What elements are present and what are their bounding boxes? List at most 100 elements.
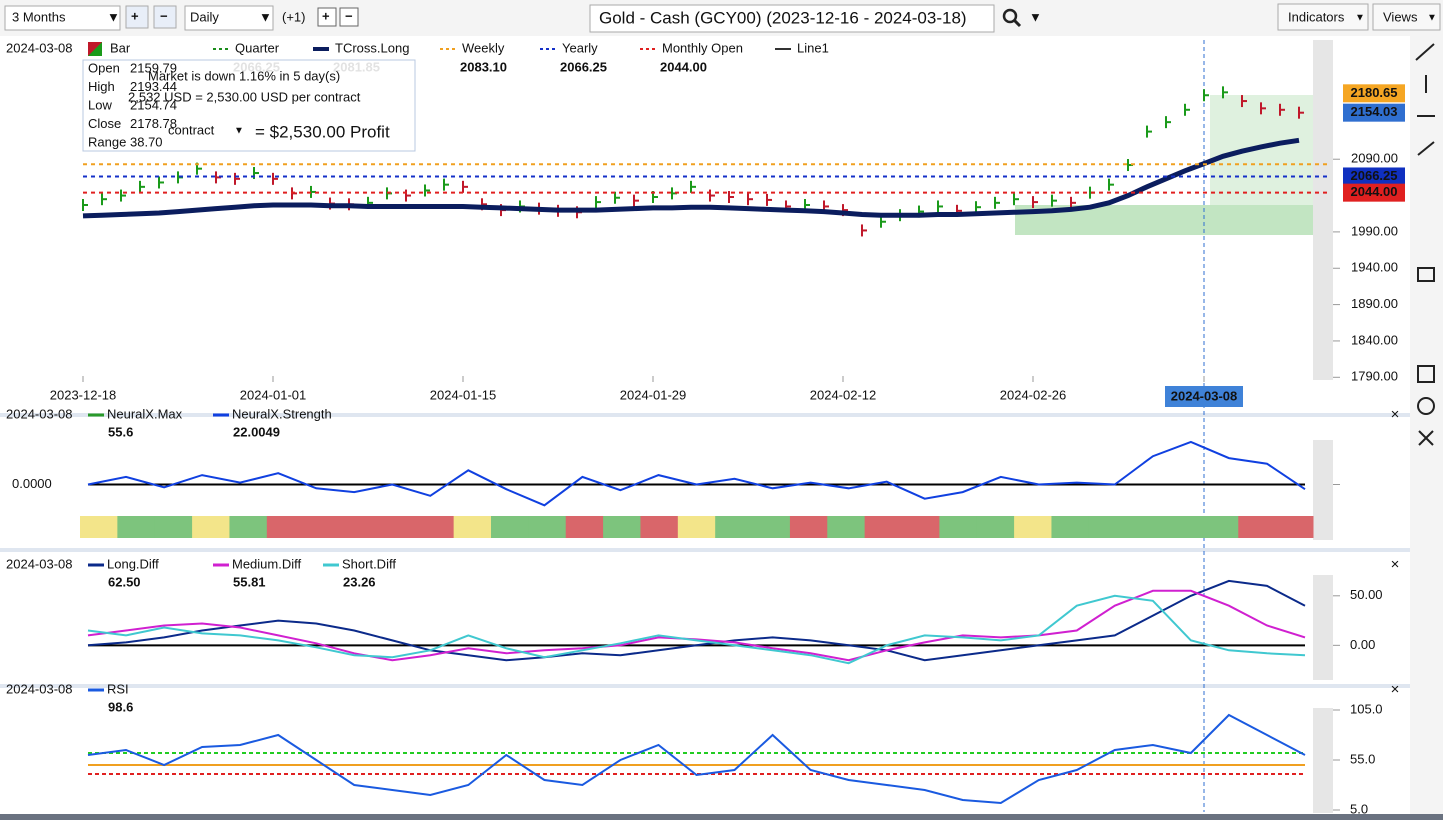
dropdown-arrow: ▼ [1355,13,1365,24]
state-band [80,516,118,538]
price-tag-label: 2066.25 [1351,168,1398,183]
minus-icon: − [160,8,168,23]
state-band [939,516,978,538]
bottom-bar [0,814,1443,820]
legend-name: Medium.Diff [232,556,302,571]
legend-name: TCross.Long [335,40,409,55]
state-band [565,516,604,538]
price-tag [1343,183,1405,202]
legend-value: 2044.00 [660,59,707,74]
state-band [304,516,343,538]
dropdown-arrow: ▼ [259,9,272,24]
y-tick-label: 5.0 [1350,801,1368,816]
indicators-button[interactable] [1277,3,1369,31]
price-tag [1343,103,1405,122]
views-text: Views [1383,9,1418,24]
crosshair-label-bg [1165,386,1243,407]
y-tick-label: 105.0 [1350,701,1383,716]
tool-ray[interactable] [1417,141,1435,156]
tooltip-label: Low [88,97,112,112]
tool-note[interactable] [1417,267,1435,282]
remove-button[interactable] [339,7,359,27]
panel-separator [0,684,1410,688]
legend-value: 2066.25 [560,59,607,74]
state-band [266,516,305,538]
tooltip-box [82,59,416,152]
state-band [677,516,716,538]
search-icon[interactable] [1002,8,1018,24]
state-band [1014,516,1052,538]
symbol-title: Gold - Cash (GCY00) (2023-12-16 - 2024-0… [599,8,967,27]
zoom-in[interactable] [125,5,149,29]
symbol-box[interactable] [589,4,995,33]
zoom-out[interactable] [153,5,177,29]
trend-line [82,137,1300,219]
tool-column [1410,36,1443,820]
add-button[interactable] [317,7,337,27]
tool-line[interactable] [1415,43,1435,61]
legend-name: Quarter [235,40,280,55]
future-strip [1313,575,1333,680]
state-band [341,516,380,538]
tooltip-label: Range [88,134,126,149]
price-tag-label: 2044.00 [1351,184,1398,199]
y-tick-label: 1940.00 [1351,260,1398,275]
chart-layer: 2024-03-08 2090.00 1990.00 1940.00 1890.00 18… [6,40,1405,816]
state-band [192,516,230,538]
legend-swatch [88,42,102,56]
state-band [528,516,567,538]
state-band [603,516,641,538]
tool-rect[interactable] [1417,365,1435,383]
price-tag [1343,167,1405,186]
x-tick-label: 2024-03-08 [1171,388,1238,403]
y-tick-label: 2090.00 [1351,151,1398,166]
state-band [154,516,193,538]
x-tick-label: 2024-01-15 [430,387,497,402]
legend-value: 55.6 [108,424,133,439]
state-band [229,516,268,538]
tooltip-profit: = $2,530.00 Profit [255,122,390,141]
period-dropdown[interactable] [4,5,121,31]
state-band [378,516,417,538]
state-band [640,516,679,538]
indicator-line [87,589,1306,662]
indicators-text: Indicators [1288,9,1345,24]
zone [1210,95,1330,205]
tooltip-calc: 2,532 USD = 2,530.00 USD per contract [128,89,361,104]
interval-dropdown[interactable] [184,5,274,31]
state-band [416,516,455,538]
tooltip-unit[interactable]: contract [168,122,215,137]
panel-date: 2024-03-08 [6,556,73,571]
tool-circle[interactable] [1417,397,1435,415]
state-band [491,516,529,538]
state-band [1088,516,1127,538]
state-band [864,516,903,538]
x-tick-label: 2024-02-12 [810,387,877,402]
state-band [1200,516,1239,538]
plus-icon: + [131,8,139,23]
legend-name: Bar [110,40,131,55]
indicator-line [87,440,1306,507]
tooltip: Market is down 1.16% in 5 day(s) 2,532 U… [82,59,416,152]
state-band [1051,516,1090,538]
legend-name: Weekly [462,40,505,55]
tool-close[interactable] [1418,430,1434,446]
y-tick-label: 1890.00 [1351,296,1398,311]
legend-value: 55.81 [233,574,266,589]
panel-close: × [1391,406,1400,423]
views-button[interactable] [1372,3,1441,31]
price-tag-label: 2154.03 [1351,104,1398,119]
legend-value: 23.26 [343,574,376,589]
state-band [902,516,940,538]
x-tick-label: 2024-01-29 [620,387,687,402]
panel-close: × [1391,556,1400,573]
dropdown-arrow: ▼ [1029,9,1042,24]
tooltip-label: High [88,79,115,94]
state-band [752,516,791,538]
interval-text: Daily [190,9,219,24]
panel-date: 2024-03-08 [6,40,73,55]
legend-name: NeuralX.Strength [232,406,332,421]
y-tick-label: 1990.00 [1351,223,1398,238]
